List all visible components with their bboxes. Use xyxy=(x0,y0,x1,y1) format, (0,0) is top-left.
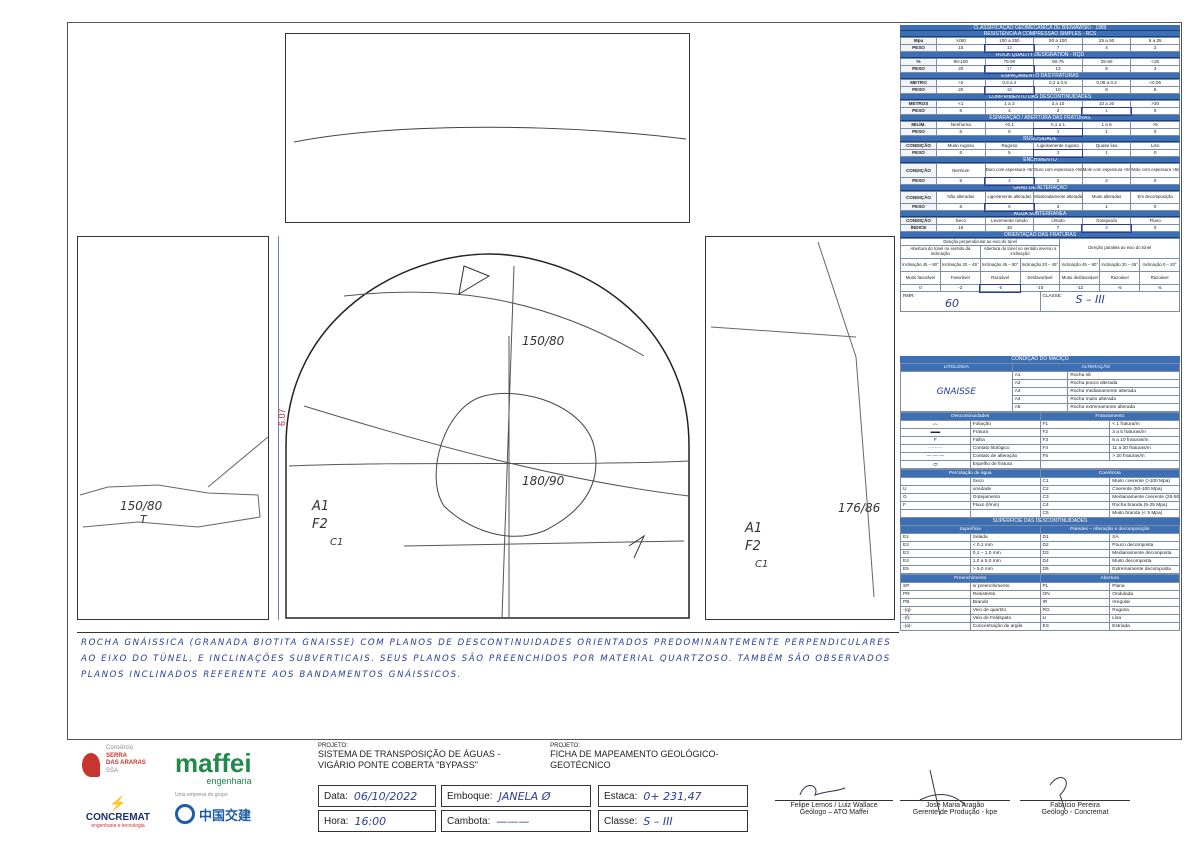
orient-header: ORIENTAÇÃO DAS FRATURAS xyxy=(900,232,1180,238)
signature-2: José Maria Aragão Gerente de Produção - k… xyxy=(900,800,1010,816)
maffei-logo: maffei engenharia xyxy=(175,748,252,786)
rmr-result-row: RMR: 60 CLASSE: S – III xyxy=(900,292,1180,312)
signature-1: Felipe Lemos / Luiz Wallace Geólogo – ATO… xyxy=(775,800,893,816)
observations-box: ROCHA GNÁISSICA (GRANADA BIOTITA GNAISSE… xyxy=(77,632,899,730)
esp-table: METRO >2 0,6 a 2 0,2 a 0,6 0,06 a 0,2 <0,06 PE… xyxy=(900,79,1180,95)
observations-text: ROCHA GNÁISSICA (GRANADA BIOTITA GNAISSE… xyxy=(81,638,892,680)
tunnel-face: 150/80 180/90 xyxy=(284,246,694,620)
rmr-classification: CLASSIFICAÇÃO GEOMECÂNICA DE BIENIAWSKI … xyxy=(899,25,1180,585)
face-attitude-2: 180/90 xyxy=(522,474,565,488)
esp-header: ESPAÇAMENTO DAS FRATURAS xyxy=(900,73,1180,79)
legend-pre-table: Preenchimento Abertura SP s/ preenchimento… xyxy=(900,574,1180,631)
tunnel-face-sketch xyxy=(285,253,690,619)
hora-field: Hora: 16:00 xyxy=(318,810,436,832)
left-face-notes: A1 F2 C1 xyxy=(312,499,344,548)
panel-left-wall: 150/80 T xyxy=(77,236,269,620)
left-wall-attitude: 150/80 xyxy=(120,499,163,513)
right-face-notes: A1 F2 C1 xyxy=(745,521,769,570)
rug-table: CONDIÇÃO Muito rugoso Rugoso Ligeiramente r… xyxy=(900,142,1180,158)
rmr-result: RMR: 60 xyxy=(903,293,959,310)
arara-icon xyxy=(82,753,100,777)
left-wall-sketch xyxy=(79,436,269,528)
panel-right-wall: 176/86 xyxy=(705,236,895,620)
concremat-logo: ⚡ CONCREMAT engenharia e tecnologia xyxy=(82,795,154,829)
rqd-header: ROCK QUALITY DESIGNATION - RQD xyxy=(900,52,1180,58)
rcs-table: Mpa >250 100 a 250 50 a 100 25 a 50 5 a 25 PES… xyxy=(900,37,1180,53)
legend-desc-table: Descontinuidades Fraturamento 〰 Foliação F1… xyxy=(900,412,1180,469)
rmr-title: CLASSIFICAÇÃO GEOMECÂNICA DE BIENIAWSKI … xyxy=(900,25,1180,31)
rug-header: RUGOSIDADE xyxy=(900,136,1180,142)
classe-field: Classe: S – III xyxy=(598,810,748,832)
estaca-field: Estaca: 0+ 231,47 xyxy=(598,785,748,807)
legend-perc-table: Percolação de água Coerência Seco C1 Muito … xyxy=(900,469,1180,518)
legend-lito-table: LITOLOGIA ALTERAÇÃO GNAISSE A1 Rocha sã A2 R… xyxy=(900,363,1181,412)
sup-title: SUPERFÍCIE DAS DESCONTINUIDADES xyxy=(900,518,1180,525)
rqd-table: % 90-100 75-90 50-75 25-50 <25 PESO 20 17 13 8 3 xyxy=(900,58,1180,74)
ench-header: ENCHIMENTO xyxy=(900,157,1180,163)
right-wall-attitude: 176/86 xyxy=(838,501,881,515)
concremat-icon: ⚡ xyxy=(109,795,127,811)
left-wall-t-mark: T xyxy=(140,513,147,526)
agua-table: CONDIÇÃO Seco Levemente úmido Úmido Gotejand… xyxy=(900,217,1180,233)
agua-header: ÁGUA SUBTERRÂNEA xyxy=(900,211,1180,217)
legend-title: CONDIÇÃO DO MACIÇO xyxy=(900,356,1180,363)
cccc-logo: Uma empresa do grupo 中国交建 xyxy=(175,792,252,824)
orient-table: Direção perpendicular ao eixo do túnel Di… xyxy=(899,238,1180,293)
panel-crown xyxy=(285,33,690,223)
legend-panel: CONDIÇÃO DO MACIÇO LITOLOGIA ALTERAÇÃO GN… xyxy=(900,356,1181,631)
ssa-logo: Consórcio SERRA DAS ARARAS SSA xyxy=(82,745,152,785)
height-dimension-line xyxy=(278,236,279,620)
rcs-header: RESISTÊNCIA A COMPRESSÃO SIMPLES - RCS xyxy=(900,31,1180,37)
class-result: CLASSE: S – III xyxy=(1039,292,1180,311)
emboque-field: Emboque: JANELA Ø xyxy=(441,785,591,807)
right-wall-sketch xyxy=(710,241,875,598)
cccc-icon xyxy=(175,804,195,824)
crown-sketch xyxy=(293,126,687,143)
ab-header: ESPARAÇÃO / ABERTURA DAS FRATURAS xyxy=(900,115,1180,121)
signature-3: Fabrício Pereira Geólogo - Concremat xyxy=(1020,800,1130,816)
alt-header: GRAU DE ALTERAÇÃO xyxy=(900,185,1180,191)
project-block: PROJETO: SISTEMA DE TRANSPOSIÇÃO DE ÁGUAS… xyxy=(318,743,719,770)
comp-header: COMPRIMENTO DAS DESCONTINUIDADES xyxy=(900,94,1180,100)
legend-sup-table: Superfície Paredes – Alteração e decompos… xyxy=(900,525,1180,574)
signature-scribbles xyxy=(799,769,1067,816)
face-attitude-1: 150/80 xyxy=(522,334,565,348)
data-field: Data: 06/10/2022 xyxy=(318,785,436,807)
cambota-field: Cambota: ——— xyxy=(441,810,591,832)
alt-table: CONDIÇÃO Não alteradas Ligeiramente altera… xyxy=(900,191,1180,212)
ench-table: CONDIÇÃO Nenhum Duro com espessura <5mm Dur… xyxy=(900,163,1180,186)
